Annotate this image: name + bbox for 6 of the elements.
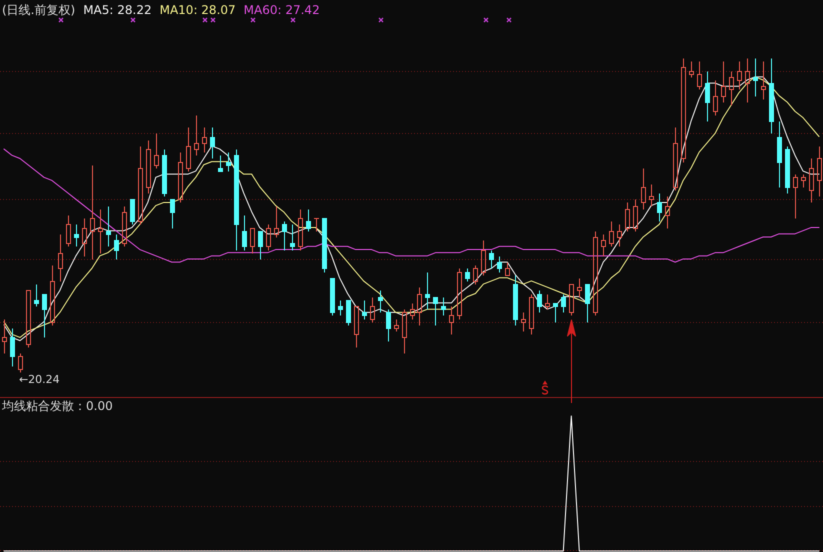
chart-title: 均线粘合发散：0.00 bbox=[2, 399, 113, 413]
series-name: MA60: 27.42 bbox=[244, 3, 320, 17]
chart-title: (日线.前复权) bbox=[2, 3, 76, 17]
series-name: MA5: 28.22 bbox=[83, 3, 152, 17]
annotation: ←20.24 bbox=[18, 373, 60, 386]
series-name: MA10: 28.07 bbox=[160, 3, 236, 17]
